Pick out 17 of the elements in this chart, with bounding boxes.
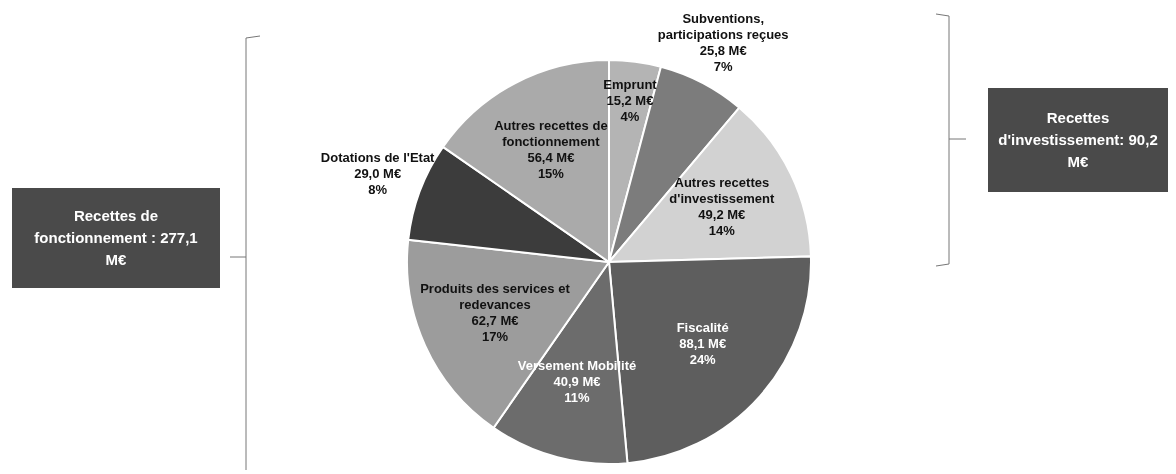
slice-label: Subventions, participations reçues <box>657 11 789 43</box>
data-label: 88,1 M€ 24% <box>679 336 727 368</box>
data-label: 25,8 M€ 7% <box>699 43 747 75</box>
text: Recettes de fonctionnement : 277,1 M€ <box>12 188 220 288</box>
slice-label: Dotations de l'Etat <box>320 150 436 166</box>
data-label: 56,4 M€ 15% <box>527 150 575 182</box>
slice-label: Emprunt <box>603 77 658 93</box>
data-label: 29,0 M€ 8% <box>354 166 402 198</box>
data-label: 15,2 M€ 4% <box>606 93 654 125</box>
data-label: 40,9 M€ 11% <box>553 374 601 406</box>
text: Recettes d'investissement: 90,2 M€ <box>988 88 1168 192</box>
slice-label: Fiscalité <box>676 320 729 336</box>
slice-label: Autres recettes de fonctionnement <box>494 118 608 150</box>
slice-label: Autres recettes d'investissement <box>669 175 775 207</box>
slice-label: Produits des services et redevances <box>420 281 571 313</box>
data-label: 62,7 M€ 17% <box>471 313 519 345</box>
data-label: 49,2 M€ 14% <box>698 207 746 239</box>
